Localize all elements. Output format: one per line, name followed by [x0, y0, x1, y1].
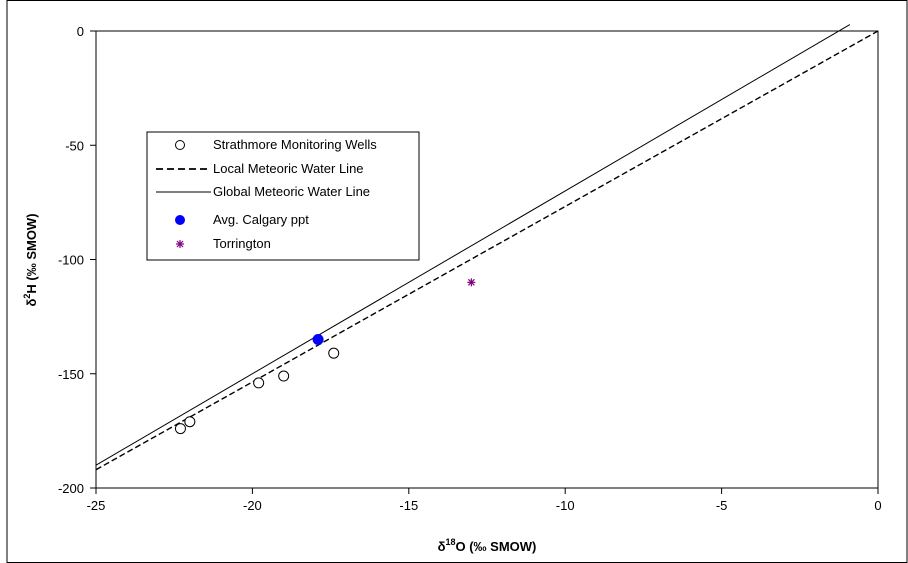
avg-calgary-ppt-point: [312, 333, 324, 345]
local-meteoric-water-line: [95, 30, 879, 471]
legend-label-global-mwl: Global Meteoric Water Line: [213, 184, 370, 199]
y-axis-ticks: -200 -150 -100 -50 0: [58, 24, 96, 496]
y-axis-title-rest: H (‰ SMOW): [24, 213, 39, 293]
strathmore-monitoring-wells-point: [253, 377, 265, 389]
x-tick-label: -5: [716, 498, 728, 513]
x-axis-ticks: -25 -20 -15 -10 -5 0: [87, 488, 882, 513]
legend-box: [146, 131, 420, 261]
x-tick-label: -10: [556, 498, 575, 513]
strathmore-monitoring-wells-point: [278, 370, 290, 382]
x-tick-label: -25: [87, 498, 106, 513]
legend-symbol-calgary-ppt: [175, 215, 185, 225]
legend-symbol-torrington: [176, 240, 184, 248]
y-tick-label: 0: [77, 24, 84, 39]
x-axis-title-superscript: 18: [445, 537, 455, 547]
y-tick-label: -100: [58, 253, 84, 268]
legend-label-local-mwl: Local Meteoric Water Line: [213, 161, 364, 176]
x-tick-label: -20: [243, 498, 262, 513]
x-axis-title: δ18O (‰ SMOW): [438, 537, 537, 554]
x-tick-label: 0: [874, 498, 881, 513]
asterisk-stroke: [467, 278, 475, 286]
y-tick-label: -150: [58, 367, 84, 382]
torrington-point: [467, 278, 476, 287]
legend: Strathmore Monitoring Wells Local Meteor…: [146, 131, 420, 261]
strathmore-monitoring-wells-point: [174, 423, 186, 435]
legend-label-torrington: Torrington: [213, 236, 271, 251]
y-axis-title-base: δ: [24, 299, 39, 307]
x-tick-label: -15: [399, 498, 418, 513]
legend-label-strathmore-wells: Strathmore Monitoring Wells: [213, 137, 377, 152]
strathmore-monitoring-wells-point: [328, 347, 340, 359]
legend-symbol-strathmore-wells: [175, 140, 185, 150]
y-axis-title: δ2H (‰ SMOW): [22, 213, 39, 306]
x-axis-title-rest: O (‰ SMOW): [456, 539, 537, 554]
series-layer: [95, 24, 879, 471]
y-axis-title-superscript: 2: [22, 294, 32, 299]
y-tick-label: -50: [65, 138, 84, 153]
x-axis-title-base: δ: [438, 539, 446, 554]
strathmore-monitoring-wells-point: [184, 416, 196, 428]
legend-label-calgary-ppt: Avg. Calgary ppt: [213, 212, 309, 227]
y-tick-label: -200: [58, 481, 84, 496]
global-meteoric-water-line: [95, 24, 851, 466]
